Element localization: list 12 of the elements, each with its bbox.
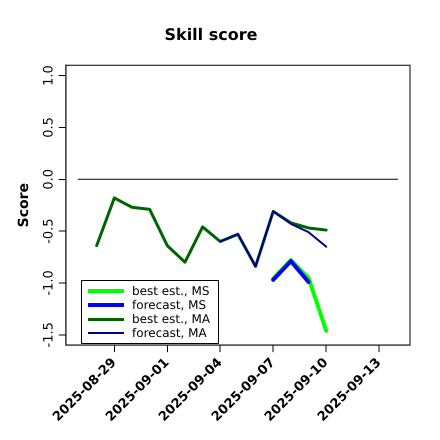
legend-label: best est., MS [132,284,210,298]
y-tick-label: 0.5 [42,117,57,138]
y-tick-label: -1.5 [42,322,57,348]
legend-label: best est., MA [132,312,210,326]
y-tick-label: 1.0 [42,65,57,86]
y-axis-title: Score [16,182,32,228]
legend-label: forecast, MA [132,326,207,340]
y-tick-label: 0.0 [42,168,57,190]
chart-title: Skill score [164,24,258,44]
legend-label: forecast, MS [132,298,206,312]
y-tick-label: -1.0 [42,270,57,296]
y-tick-label: -0.5 [42,218,57,244]
